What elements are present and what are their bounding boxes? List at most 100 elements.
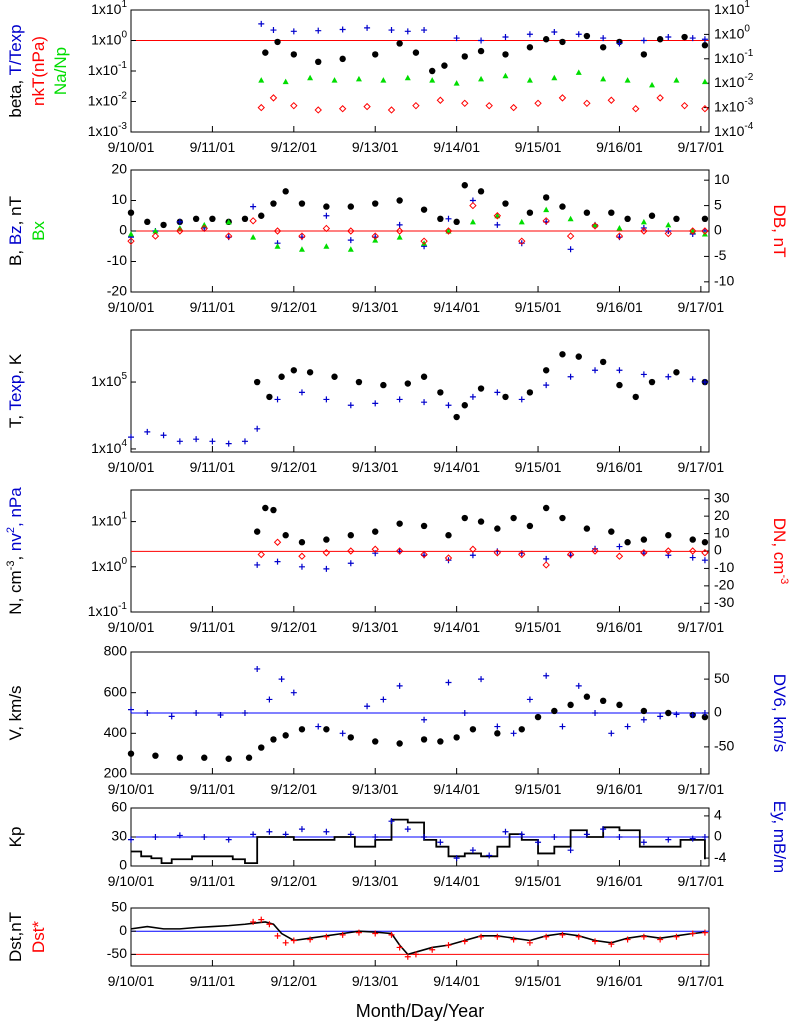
y-axis-label-left-part: , (6, 551, 25, 560)
y-tick-label-right: 0 (714, 222, 722, 238)
data-point (176, 832, 183, 839)
data-point (526, 209, 534, 216)
data-point (298, 539, 306, 546)
data-point (673, 933, 680, 940)
y-axis-label-left-3-part: Na/Np (51, 47, 70, 95)
y-tick-label-right-exponent: -3 (744, 96, 753, 107)
data-point (701, 42, 709, 49)
y-tick-label-right: -50 (714, 738, 734, 754)
data-point (502, 72, 509, 79)
y-tick-label-left: 0 (119, 857, 127, 873)
data-point (306, 369, 314, 376)
x-tick-label: 9/17/01 (677, 299, 724, 315)
y-axis-label-left-part: T, (6, 411, 25, 429)
x-tick-label: 9/14/01 (433, 873, 480, 889)
data-point (559, 723, 566, 730)
data-point (298, 246, 305, 252)
data-point (478, 75, 485, 82)
y-tick-label-left-exponent: -2 (118, 90, 127, 101)
y-axis-label-right-part: Ey, mB/m (770, 801, 789, 873)
y-axis-label-right-part: -3 (778, 574, 790, 584)
x-tick-label: 9/13/01 (352, 139, 399, 155)
data-point (510, 514, 517, 522)
y-axis-label-left-part: B, (6, 245, 25, 266)
data-point (160, 432, 167, 439)
data-point (616, 543, 623, 550)
y-axis-label-left-part: N, cm (6, 570, 25, 614)
y-tick-label-left: 1x101 (91, 510, 127, 528)
data-point (412, 49, 420, 56)
data-point (274, 38, 281, 46)
data-point (640, 51, 648, 58)
data-point (290, 101, 298, 110)
data-point (437, 839, 444, 846)
data-point (510, 936, 517, 943)
data-point (355, 378, 363, 386)
data-point (461, 53, 468, 60)
data-point (599, 697, 607, 704)
y-axis-label-left: beta, T/Texp (6, 24, 25, 117)
data-point (608, 209, 615, 216)
data-point (689, 376, 696, 383)
data-point (453, 35, 460, 42)
data-point (624, 723, 631, 730)
data-point (701, 78, 708, 85)
data-point (323, 203, 330, 210)
x-tick-label: 9/14/01 (433, 299, 480, 315)
x-tick-label: 9/15/01 (515, 299, 562, 315)
series-db (127, 201, 709, 245)
data-point (420, 206, 428, 213)
data-point (701, 929, 708, 936)
data-point (347, 227, 355, 235)
data-point (445, 679, 452, 686)
y-axis-label-left-3: Na/Np (51, 47, 70, 95)
y-tick-label-left-mantissa: 1x10 (91, 440, 122, 456)
x-tick-label: 9/12/01 (270, 973, 317, 989)
data-point (388, 818, 395, 825)
y-tick-label-left-exponent: -3 (118, 121, 127, 132)
data-point (257, 103, 265, 112)
data-point (355, 929, 362, 936)
data-point (518, 726, 525, 733)
data-point (253, 528, 261, 535)
data-point (298, 726, 306, 733)
data-point (347, 532, 355, 539)
data-point (673, 215, 680, 222)
data-point (600, 826, 607, 833)
data-point (665, 709, 672, 717)
y-tick-label-left-mantissa: 1x10 (91, 512, 122, 528)
panel-magnetic-field: -20 -10 0 10 20 -10 -5 0 5 10 9/10/01 9/11/01 9/12/0… (6, 161, 789, 315)
data-point (315, 58, 322, 66)
data-point (567, 373, 574, 380)
x-tick-label: 9/14/01 (433, 619, 480, 635)
data-point (485, 101, 493, 110)
data-point (128, 434, 134, 441)
series-dn (257, 538, 709, 569)
y-axis-label-left-2-part: nkT(nPa) (29, 36, 48, 106)
x-tick-label: 9/11/01 (190, 973, 236, 989)
data-point (616, 701, 623, 709)
data-point (592, 545, 599, 552)
data-point (615, 232, 624, 240)
series-texp (128, 367, 708, 447)
data-point (445, 215, 452, 222)
data-point (583, 209, 591, 216)
data-point (445, 402, 452, 409)
data-point (616, 367, 623, 374)
data-point (323, 933, 330, 940)
x-tick-label: 9/15/01 (515, 973, 562, 989)
data-point (420, 373, 428, 380)
data-point (339, 55, 346, 63)
x-tick-label: 9/12/01 (270, 139, 317, 155)
y-tick-label-right: 50 (714, 670, 730, 686)
y-axis-label-left-part: -3 (5, 561, 17, 571)
y-tick-label-left: 0 (119, 222, 127, 238)
data-point (127, 209, 135, 216)
data-point (395, 547, 404, 555)
data-point (665, 836, 672, 843)
data-point (592, 221, 599, 228)
data-point (665, 552, 672, 559)
data-point (526, 522, 534, 530)
data-point (225, 440, 232, 447)
x-tick-label: 9/16/01 (596, 299, 643, 315)
